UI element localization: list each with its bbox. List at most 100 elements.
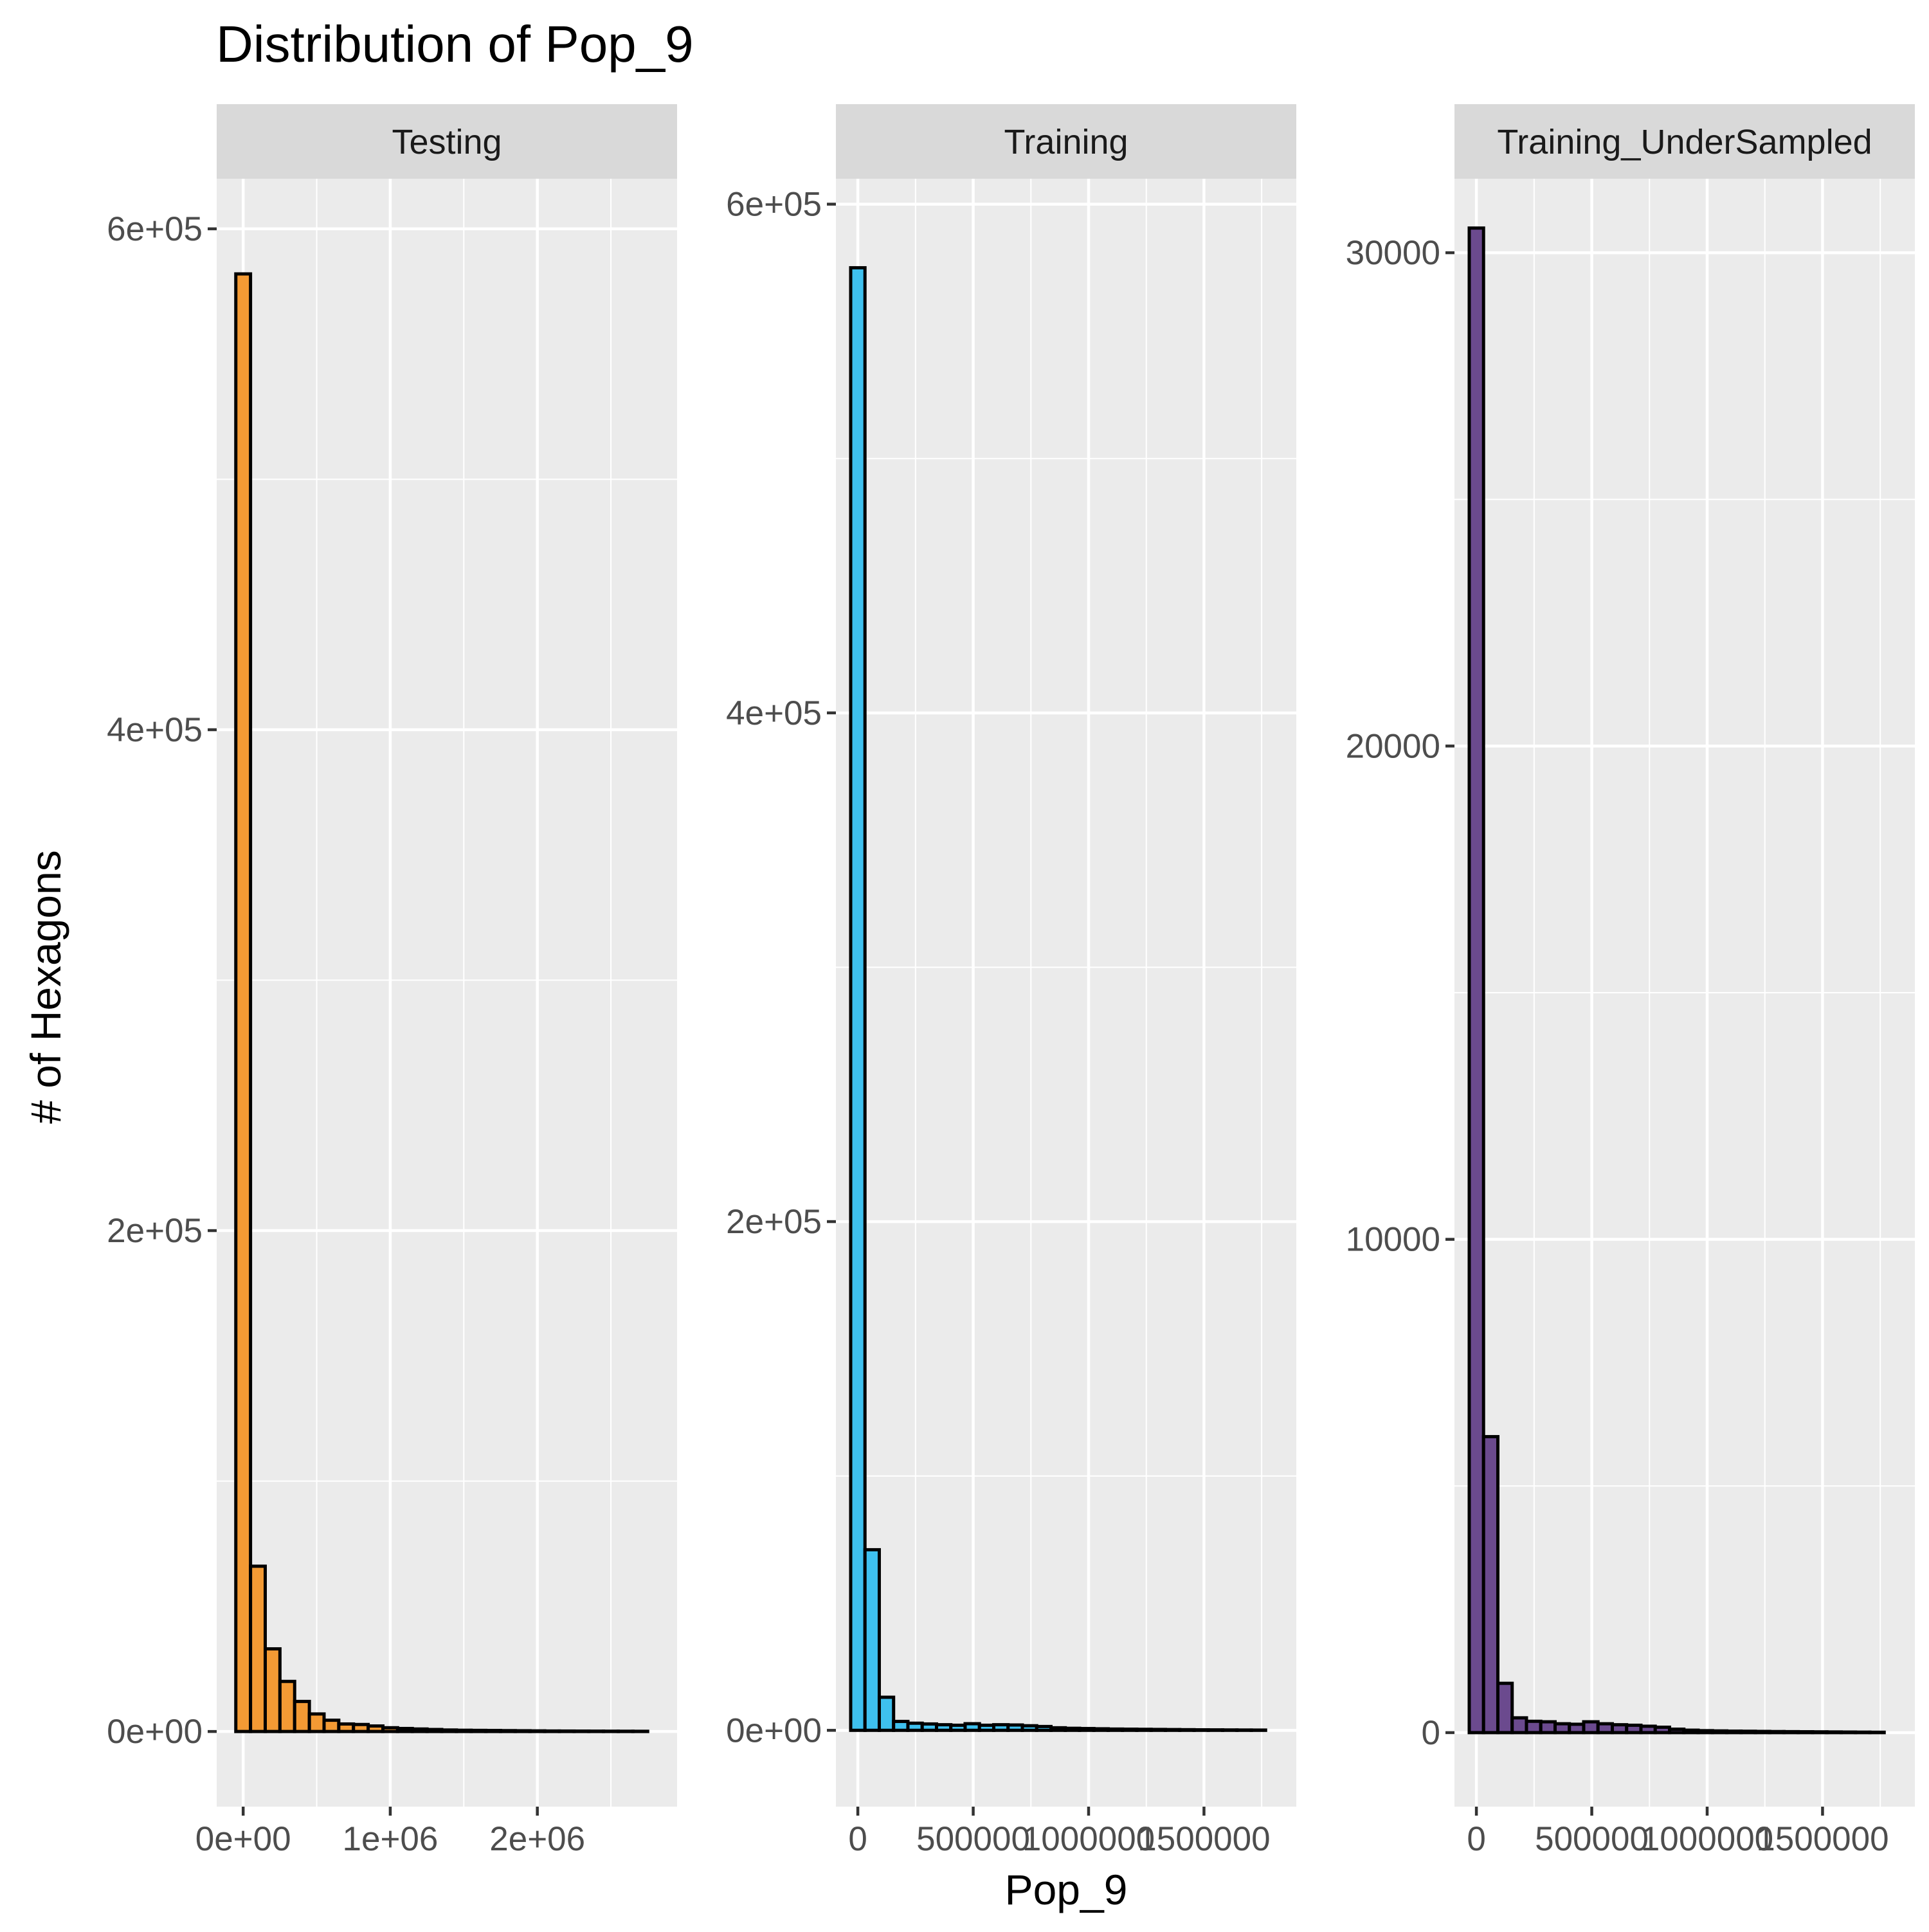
histogram-bar [383, 1728, 397, 1731]
histogram-bar [1684, 1730, 1698, 1733]
x-tick-label: 500000 [1535, 1820, 1649, 1858]
x-tick-label: 1000000 [1641, 1820, 1773, 1858]
histogram-bar [1541, 1722, 1555, 1733]
y-tick-label: 0e+00 [726, 1711, 822, 1749]
histogram-bar [354, 1724, 368, 1731]
histogram-bar [397, 1728, 412, 1731]
histogram-bar [1669, 1729, 1683, 1733]
x-tick-label: 0e+00 [195, 1820, 291, 1858]
histogram-bar [309, 1714, 324, 1731]
histogram-bar [280, 1681, 294, 1731]
x-tick-label: 500000 [916, 1820, 1030, 1858]
histogram-bar [1123, 1729, 1137, 1731]
y-tick-label: 2e+05 [726, 1203, 822, 1241]
histogram-bar [368, 1726, 383, 1732]
histogram-bar [1856, 1732, 1870, 1733]
histogram-bar [1483, 1437, 1498, 1733]
histogram-bar [1770, 1731, 1784, 1733]
histogram-bar [412, 1729, 427, 1731]
histogram-bar [324, 1720, 339, 1732]
histogram-bar [993, 1725, 1008, 1731]
histogram-bar [1598, 1724, 1612, 1733]
histogram-bar [1570, 1724, 1584, 1733]
facet-strip-label: Testing [392, 123, 502, 161]
histogram-bar [427, 1729, 442, 1731]
x-tick-label: 1500000 [1756, 1820, 1888, 1858]
histogram-bar [265, 1649, 280, 1732]
histogram-bar [936, 1725, 950, 1731]
histogram-bar [1108, 1729, 1122, 1730]
histogram-bar [1065, 1728, 1080, 1730]
x-tick-label: 0 [1467, 1820, 1485, 1858]
histogram-bar [1080, 1729, 1094, 1731]
x-tick-label: 1000000 [1022, 1820, 1155, 1858]
histogram-bar [908, 1723, 922, 1730]
histogram-bar [1741, 1731, 1755, 1733]
histogram-bar [457, 1730, 471, 1731]
histogram-bar [1223, 1730, 1237, 1731]
histogram-bar [1208, 1730, 1222, 1731]
histogram-bar [1555, 1724, 1569, 1733]
histogram-bar [1798, 1732, 1813, 1733]
histogram-bar [922, 1724, 936, 1730]
x-tick-label: 1e+06 [343, 1820, 439, 1858]
histogram-bar [1512, 1718, 1526, 1733]
y-tick-label: 0 [1422, 1714, 1440, 1752]
y-tick-label: 10000 [1346, 1221, 1440, 1259]
histogram-bar [865, 1549, 879, 1730]
y-tick-label: 6e+05 [107, 210, 203, 248]
x-tick-label: 0 [848, 1820, 867, 1858]
histogram-bar [1469, 228, 1483, 1733]
histogram-bar [1755, 1731, 1770, 1733]
histogram-bar [1784, 1731, 1798, 1733]
histogram-bar [1194, 1730, 1208, 1731]
histogram-bar [1166, 1729, 1180, 1730]
histogram-bar [1022, 1726, 1037, 1730]
y-axis-title: # of Hexagons [22, 850, 69, 1124]
histogram-bar [486, 1731, 501, 1732]
y-tick-label: 20000 [1346, 727, 1440, 765]
y-tick-label: 0e+00 [107, 1713, 203, 1751]
histogram-bar [339, 1724, 354, 1731]
histogram-bar [1641, 1726, 1655, 1733]
histogram-bar [1870, 1732, 1884, 1733]
histogram-bar [1498, 1683, 1512, 1733]
histogram-bar [894, 1721, 908, 1730]
histogram-bar [1655, 1727, 1669, 1732]
histogram-bar [1180, 1729, 1194, 1730]
histogram-bar [979, 1725, 993, 1730]
histogram-bar [879, 1697, 893, 1730]
histogram-bar [1842, 1732, 1856, 1733]
chart-title: Distribution of Pop_9 [216, 15, 694, 73]
y-tick-label: 30000 [1346, 234, 1440, 272]
histogram-bar [1827, 1732, 1841, 1733]
histogram-bar [1037, 1726, 1051, 1730]
facet-strip-label: Training [1004, 123, 1128, 161]
plot-panel-background [217, 179, 677, 1807]
histogram-bar [471, 1730, 486, 1731]
histogram-bar [965, 1724, 979, 1730]
histogram-bar [1151, 1729, 1165, 1730]
histogram-bar [851, 267, 865, 1730]
histogram-bar [1094, 1729, 1108, 1730]
histogram-bar [1627, 1725, 1641, 1733]
y-tick-label: 4e+05 [726, 694, 822, 732]
facet-strip-label: Training_UnderSampled [1497, 123, 1872, 161]
x-tick-label: 1500000 [1137, 1820, 1270, 1858]
histogram-bar [294, 1701, 309, 1731]
histogram-bar [589, 1731, 604, 1732]
histogram-bar [251, 1566, 266, 1731]
histogram-bar [1137, 1729, 1151, 1731]
histogram-bar [1712, 1731, 1726, 1733]
histogram-bar [1584, 1722, 1598, 1733]
histogram-bar [1726, 1731, 1741, 1733]
histogram-bar [1612, 1725, 1626, 1733]
histogram-bar [1813, 1732, 1827, 1733]
plot-panel-background [836, 179, 1296, 1807]
histogram-bar [951, 1725, 965, 1730]
histogram-bar [1008, 1725, 1022, 1730]
histogram-bar [442, 1730, 457, 1731]
